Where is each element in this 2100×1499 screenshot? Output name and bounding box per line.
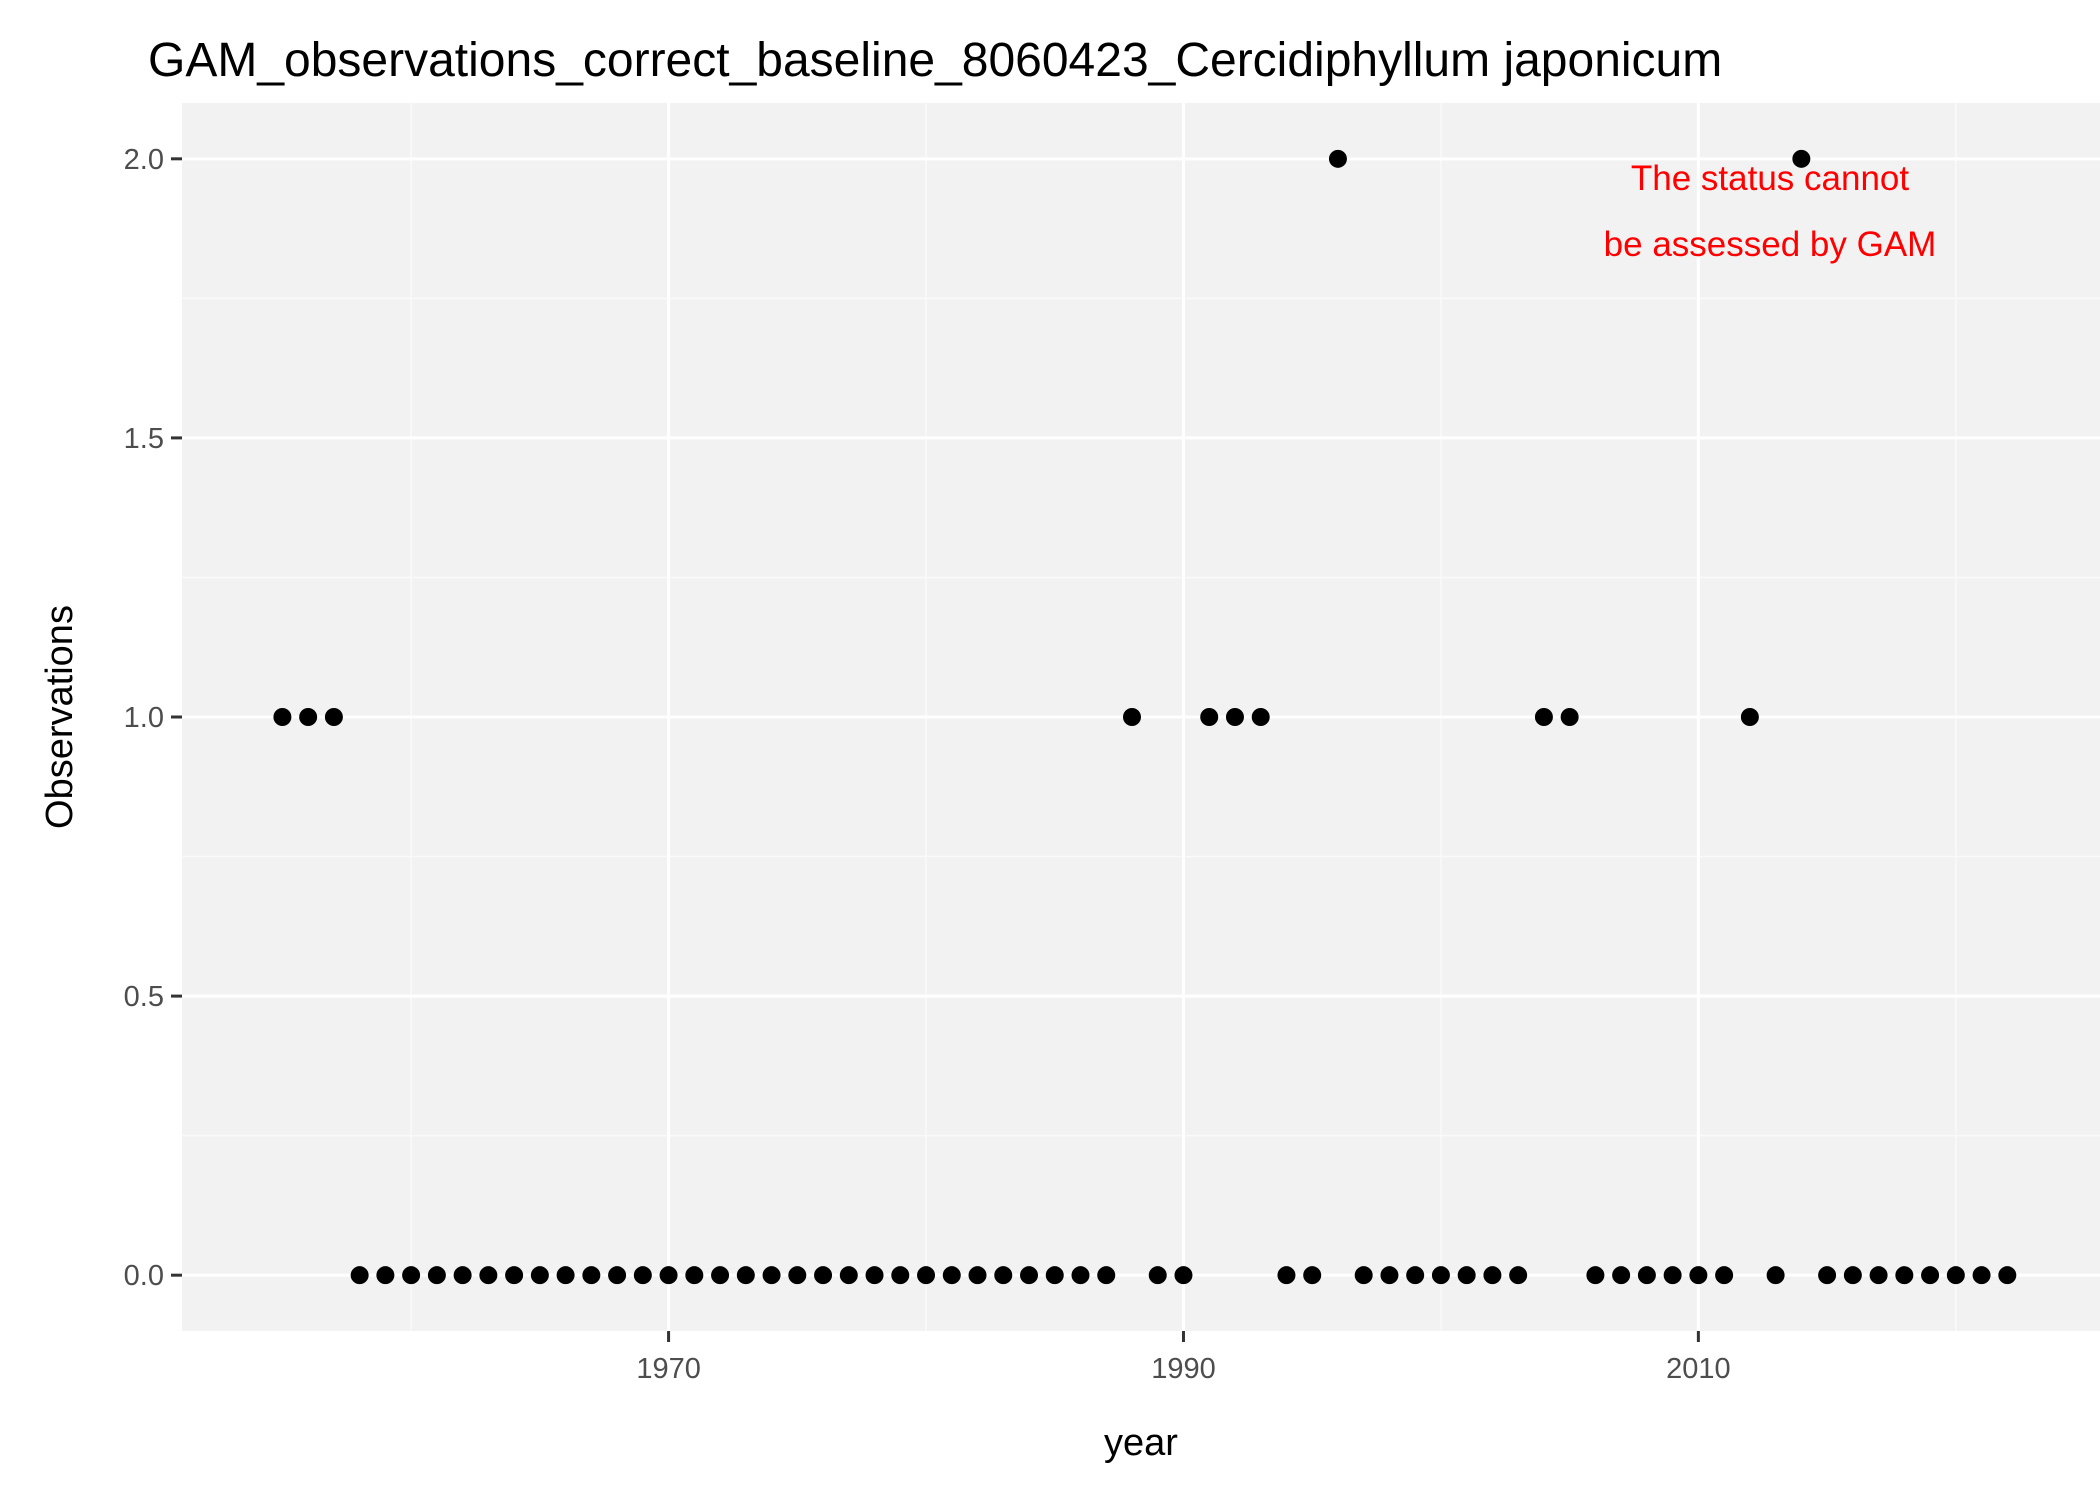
data-point	[350, 1266, 369, 1285]
data-point	[1946, 1266, 1965, 1285]
data-point	[1122, 708, 1141, 726]
x-axis: 1970 1990 2010	[636, 1331, 1731, 1385]
data-point	[1509, 1266, 1528, 1285]
data-point	[968, 1266, 987, 1285]
data-point	[453, 1266, 472, 1285]
data-points	[273, 149, 2017, 1285]
data-point	[1354, 1266, 1373, 1285]
data-point	[1869, 1266, 1888, 1285]
x-tick-label: 1990	[1151, 1353, 1216, 1385]
data-point	[1560, 708, 1579, 726]
data-point	[1895, 1266, 1914, 1285]
data-point	[1921, 1266, 1940, 1285]
data-point	[917, 1266, 936, 1285]
data-point	[839, 1266, 858, 1285]
data-point	[608, 1266, 627, 1285]
data-point	[685, 1266, 704, 1285]
data-point	[1200, 708, 1219, 726]
data-point	[633, 1266, 652, 1285]
y-tick-label: 1.5	[124, 423, 164, 455]
data-point	[1148, 1266, 1167, 1285]
data-point	[1637, 1266, 1656, 1285]
status-annotation: The status cannot be assessed by GAM	[1604, 159, 1937, 264]
data-point	[1045, 1266, 1064, 1285]
data-point	[762, 1266, 781, 1285]
data-point	[1303, 1266, 1322, 1285]
x-tick-label: 1970	[636, 1353, 701, 1385]
data-point	[376, 1266, 395, 1285]
data-point	[1071, 1266, 1090, 1285]
data-point	[324, 708, 343, 726]
data-point	[530, 1266, 549, 1285]
data-point	[1715, 1266, 1734, 1285]
data-point	[427, 1266, 446, 1285]
data-point	[1740, 708, 1759, 726]
data-point	[299, 708, 318, 726]
data-point	[1843, 1266, 1862, 1285]
data-point	[402, 1266, 421, 1285]
y-tick-label: 1.0	[124, 702, 164, 734]
data-point	[1792, 149, 1811, 168]
data-point	[1431, 1266, 1450, 1285]
data-point	[1406, 1266, 1425, 1285]
y-tick-label: 2.0	[124, 144, 164, 176]
data-point	[479, 1266, 498, 1285]
data-point	[1663, 1266, 1682, 1285]
data-point	[1818, 1266, 1837, 1285]
annotation-line-1: The status cannot	[1631, 159, 1909, 198]
x-tick-label: 2010	[1666, 1353, 1731, 1385]
data-point	[1766, 1266, 1785, 1285]
data-point	[814, 1266, 833, 1285]
x-axis-label: year	[1104, 1422, 1178, 1464]
data-point	[273, 708, 292, 726]
data-point	[1689, 1266, 1708, 1285]
y-axis: 0.0 0.5 1.0 1.5 2.0	[124, 144, 182, 1292]
y-tick-label: 0.5	[124, 981, 164, 1013]
data-point	[994, 1266, 1013, 1285]
data-point	[1534, 708, 1553, 726]
data-point	[1174, 1266, 1193, 1285]
data-point	[659, 1266, 678, 1285]
data-point	[1998, 1266, 2017, 1285]
data-point	[891, 1266, 910, 1285]
data-point	[788, 1266, 807, 1285]
data-point	[942, 1266, 961, 1285]
data-point	[1483, 1266, 1502, 1285]
data-point	[865, 1266, 884, 1285]
data-point	[582, 1266, 601, 1285]
data-point	[1097, 1266, 1116, 1285]
data-point	[1251, 708, 1270, 726]
data-point	[1586, 1266, 1605, 1285]
data-point	[1972, 1266, 1991, 1285]
data-point	[711, 1266, 730, 1285]
annotation-line-2: be assessed by GAM	[1604, 225, 1937, 264]
data-point	[1020, 1266, 1039, 1285]
data-point	[1225, 708, 1244, 726]
data-point	[1457, 1266, 1476, 1285]
data-point	[736, 1266, 755, 1285]
y-axis-label: Observations	[39, 605, 81, 829]
data-point	[556, 1266, 575, 1285]
chart-title: GAM_observations_correct_baseline_806042…	[148, 34, 1722, 87]
y-tick-label: 0.0	[124, 1260, 164, 1292]
data-point	[505, 1266, 524, 1285]
data-point	[1380, 1266, 1399, 1285]
data-point	[1277, 1266, 1296, 1285]
data-point	[1612, 1266, 1631, 1285]
data-point	[1328, 149, 1347, 168]
